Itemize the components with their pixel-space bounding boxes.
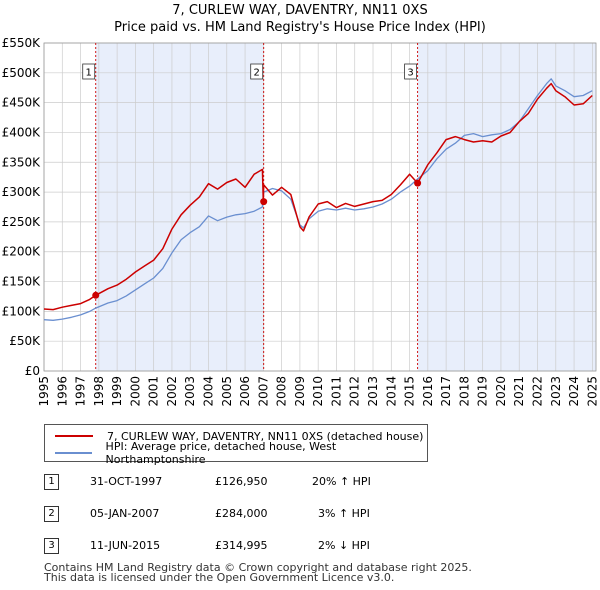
x-tick-label: 2003 (183, 376, 197, 407)
footer-licence: This data is licensed under the Open Gov… (44, 571, 395, 584)
x-tick-label: 2011 (329, 376, 343, 407)
y-tick-label: £550K (2, 36, 42, 50)
y-tick-label: £200K (2, 245, 42, 259)
sale-price: £126,950 (215, 475, 268, 488)
y-tick-label: £500K (2, 66, 42, 80)
y-tick-label: £400K (2, 125, 42, 139)
sale-hpi-diff: 20% ↑ HPI (312, 475, 371, 488)
footer-copyright: Contains HM Land Registry data © Crown c… (44, 561, 472, 574)
sale-hpi-diff: 2% ↓ HPI (318, 539, 370, 552)
y-tick-label: £100K (2, 304, 42, 318)
chart-title: 7, CURLEW WAY, DAVENTRY, NN11 0XS (172, 3, 428, 18)
x-tick-label: 2020 (494, 376, 508, 407)
x-tick-label: 2006 (238, 376, 252, 407)
sale-point (414, 179, 422, 187)
x-tick-label: 2022 (531, 376, 545, 407)
legend-item-price: 7, CURLEW WAY, DAVENTRY, NN11 0XS (detac… (55, 428, 423, 444)
sale-price: £314,995 (215, 539, 268, 552)
sale-point (92, 291, 100, 299)
y-tick-label: £50K (9, 334, 41, 348)
legend: 7, CURLEW WAY, DAVENTRY, NN11 0XS (detac… (44, 424, 428, 466)
sale-point (260, 198, 268, 206)
x-tick-label: 2002 (165, 376, 179, 407)
x-tick-label: 2015 (403, 376, 417, 407)
y-tick-label: £300K (2, 185, 42, 199)
hpi-line (43, 78, 593, 321)
sale-price: £284,000 (215, 507, 268, 520)
sale-date: 05-JAN-2007 (90, 507, 160, 520)
y-tick-label: £250K (2, 215, 42, 229)
x-tick-label: 2010 (311, 376, 325, 407)
sale-date: 31-OCT-1997 (90, 475, 163, 488)
price-chart: £0 £50K £100K £150K £200K £250K £300K £350K £400… (2, 36, 600, 407)
plot-frame (43, 42, 597, 372)
sale-number-label: 2 (254, 68, 260, 79)
sale-number-box (404, 63, 418, 80)
x-tick-label: 2009 (293, 376, 307, 407)
chart-subtitle: Price paid vs. HM Land Registry's House … (114, 20, 486, 35)
y-tick-label: £350K (2, 155, 42, 169)
sale-number-badge: 2 (44, 506, 59, 522)
legend-label-hpi: HPI: Average price, detached house, West… (105, 440, 337, 466)
sale-number-label: 3 (407, 68, 413, 79)
x-tick-label: 2001 (147, 376, 161, 407)
x-tick-label: 1995 (37, 376, 51, 407)
x-tick-label: 1997 (74, 376, 88, 407)
x-tick-label: 2017 (439, 376, 453, 407)
x-tick-label: 1996 (55, 376, 69, 407)
y-tick-label: £150K (2, 275, 42, 289)
sale-number-badge: 3 (44, 538, 59, 554)
x-tick-label: 2000 (128, 376, 142, 407)
legend-label-price: 7, CURLEW WAY, DAVENTRY, NN11 0XS (detac… (107, 429, 424, 443)
sale-number-box (250, 63, 264, 80)
x-tick-label: 1999 (110, 376, 124, 407)
x-tick-label: 2016 (421, 376, 435, 407)
x-tick-label: 2024 (567, 376, 581, 407)
x-tick-label: 2021 (512, 376, 526, 407)
x-tick-label: 2007 (256, 376, 270, 407)
x-tick-label: 2013 (366, 376, 380, 407)
x-tick-label: 1998 (92, 376, 106, 407)
legend-swatch-hpi (55, 452, 92, 454)
price-paid-line (43, 82, 593, 311)
x-tick-label: 2014 (384, 376, 398, 407)
x-tick-label: 2023 (549, 376, 563, 407)
y-tick-label: £0 (25, 364, 40, 378)
x-tick-label: 2025 (585, 376, 599, 407)
shaded-period (417, 43, 596, 371)
x-tick-label: 2019 (476, 376, 490, 407)
x-tick-label: 2008 (275, 376, 289, 407)
sale-number-label: 1 (86, 68, 92, 79)
x-tick-label: 2018 (457, 376, 471, 407)
legend-swatch-price (55, 435, 93, 437)
x-tick-label: 2005 (220, 376, 234, 407)
x-tick-label: 2012 (348, 376, 362, 407)
sale-number-badge: 1 (44, 474, 59, 490)
sale-date: 11-JUN-2015 (90, 539, 161, 552)
shaded-period (95, 43, 264, 371)
y-tick-label: £450K (2, 96, 42, 110)
legend-item-hpi: HPI: Average price, detached house, West… (55, 440, 427, 466)
x-tick-label: 2004 (202, 376, 216, 407)
sale-number-box (82, 63, 96, 80)
sale-hpi-diff: 3% ↑ HPI (318, 507, 370, 520)
